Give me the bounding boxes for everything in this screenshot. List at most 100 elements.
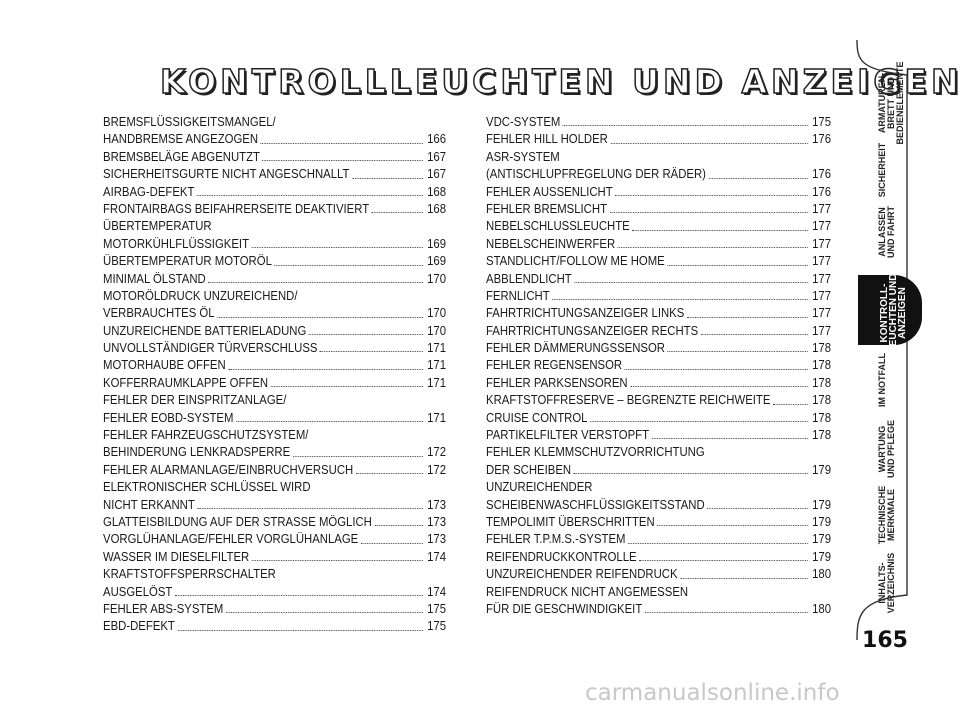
toc-entry[interactable]: FEHLER KLEMMSCHUTZVORRICHTUNG DER SCHEIBE…: [486, 443, 831, 478]
toc-entry-text: DER SCHEIBEN: [486, 461, 572, 477]
toc-entry[interactable]: ELEKTRONISCHER SCHLÜSSEL WIRD NICHT ERKAN…: [103, 478, 446, 513]
toc-entry[interactable]: FEHLER ALARMANLAGE/EINBRUCHVERSUCH 172: [103, 461, 446, 478]
toc-entry[interactable]: KRAFTSTOFFRESERVE – BEGRENZTE REICHWEITE…: [486, 391, 831, 408]
dot-leader: [609, 208, 808, 214]
dot-leader: [308, 330, 423, 336]
toc-entry-text: FEHLER REGENSENSOR: [486, 357, 623, 373]
toc-entry[interactable]: EBD-DEFEKT 175: [103, 617, 446, 634]
toc-entry[interactable]: ÜBERTEMPERATUR MOTORÖL 169: [103, 252, 446, 269]
toc-entry[interactable]: UNZUREICHENDE BATTERIELADUNG 170: [103, 322, 446, 339]
dot-leader: [208, 278, 423, 283]
toc-entry-text: SCHEIBENWASCHFLÜSSIGKEITSSTAND: [486, 496, 705, 512]
dot-leader: [251, 243, 423, 249]
toc-left-column: BREMSFLÜSSIGKEITSMANGEL/HANDBREMSE ANGEZ…: [103, 113, 446, 635]
toc-entry[interactable]: MOTORHAUBE OFFEN 171: [103, 356, 446, 373]
dot-leader: [686, 313, 808, 318]
toc-entry[interactable]: FEHLER DÄMMERUNGSSENSOR 178: [486, 339, 831, 356]
toc-entry[interactable]: VORGLÜHANLAGE/FEHLER VORGLÜHANLAGE 173: [103, 530, 446, 547]
dot-leader: [615, 191, 808, 196]
toc-page-number: 174: [427, 583, 447, 599]
toc-entry[interactable]: FEHLER T.P.M.S.-SYSTEM 179: [486, 530, 831, 547]
dot-leader: [196, 191, 423, 196]
toc-entry-text: AIRBAG-DEFEKT: [103, 183, 195, 199]
toc-entry[interactable]: VDC-SYSTEM 175: [486, 113, 831, 130]
toc-entry[interactable]: FAHRTRICHTUNGSANZEIGER LINKS 177: [486, 304, 831, 321]
toc-entry[interactable]: NEBELSCHLUSSLEUCHTE 177: [486, 217, 831, 234]
toc-entry[interactable]: STANDLICHT/FOLLOW ME HOME 177: [486, 252, 831, 269]
toc-entry[interactable]: CRUISE CONTROL 178: [486, 409, 831, 426]
toc-entry-text: FRONTAIRBAGS BEIFAHRERSEITE DEAKTIVIERT: [103, 200, 370, 216]
toc-entry[interactable]: BREMSBELÄGE ABGENUTZT 167: [103, 148, 446, 165]
dot-leader: [552, 295, 808, 301]
toc-page-number: 180: [812, 600, 832, 616]
toc-entry[interactable]: AIRBAG-DEFEKT 168: [103, 183, 446, 200]
toc-entry-text: SICHERHEITSGURTE NICHT ANGESCHNALLT: [103, 166, 350, 182]
toc-page-number: 176: [812, 131, 832, 147]
dot-leader: [217, 313, 423, 318]
dot-leader: [680, 574, 808, 579]
chapter-tab[interactable]: INHALTS- VERZEICHNIS: [877, 552, 896, 614]
toc-entry[interactable]: ASR-SYSTEM (ANTISCHLUPFREGELUNG DER RÄDER…: [486, 148, 831, 183]
dot-leader: [707, 504, 808, 509]
toc-entry[interactable]: ÜBERTEMPERATUR MOTORKÜHLFLÜSSIGKEIT 169: [103, 217, 446, 252]
toc-page-number: 177: [812, 305, 832, 321]
toc-page-number: 172: [427, 461, 447, 477]
toc-entry[interactable]: MINIMAL ÖLSTAND 170: [103, 270, 446, 287]
chapter-tab[interactable]: ANLASSEN UND FAHRT: [877, 206, 896, 258]
toc-entry[interactable]: FEHLER BREMSLICHT 177: [486, 200, 831, 217]
toc-entry[interactable]: REIFENDRUCK NICHT ANGEMESSEN FÜR DIE GESC…: [486, 583, 831, 618]
toc-entry[interactable]: WASSER IM DIESELFILTER 174: [103, 548, 446, 565]
toc-entry[interactable]: TEMPOLIMIT ÜBERSCHRITTEN 179: [486, 513, 831, 530]
toc-entry-text: VDC-SYSTEM: [486, 113, 561, 129]
dot-leader: [590, 417, 808, 423]
toc-entry[interactable]: KOFFERRAUMKLAPPE OFFEN 171: [103, 374, 446, 391]
toc-entry[interactable]: UNZUREICHENDER REIFENDRUCK 180: [486, 565, 831, 582]
toc-entry[interactable]: REIFENDRUCKKONTROLLE 179: [486, 548, 831, 565]
toc-entry[interactable]: NEBELSCHEINWERFER 177: [486, 235, 831, 252]
toc-entry[interactable]: SICHERHEITSGURTE NICHT ANGESCHNALLT 167: [103, 165, 446, 182]
toc-entry[interactable]: KRAFTSTOFFSPERRSCHALTER AUSGELÖST 174: [103, 565, 446, 600]
toc-entry-text: NEBELSCHEINWERFER: [486, 235, 616, 251]
toc-entry-text: ÜBERTEMPERATUR MOTORÖL: [103, 253, 272, 269]
toc-page-number: 180: [812, 566, 832, 582]
toc-page-number: 179: [812, 548, 832, 564]
toc-entry[interactable]: UNVOLLSTÄNDIGER TÜRVERSCHLUSS 171: [103, 339, 446, 356]
toc-page-number: 174: [427, 548, 447, 564]
toc-entry[interactable]: FAHRTRICHTUNGSANZEIGER RECHTS 177: [486, 322, 831, 339]
toc-entry[interactable]: GLATTEISBILDUNG AUF DER STRASSE MÖGLICH 1…: [103, 513, 446, 530]
toc-page-number: 177: [812, 287, 832, 303]
toc-entry-text: KOFFERRAUMKLAPPE OFFEN: [103, 374, 269, 390]
toc-entry-text: NICHT ERKANNT: [103, 496, 195, 512]
toc-page-number: 167: [427, 148, 447, 164]
toc-entry[interactable]: FEHLER DER EINSPRITZANLAGE/FEHLER EOBD-S…: [103, 391, 446, 426]
dot-leader: [772, 400, 808, 405]
toc-page-number: 178: [812, 374, 832, 390]
dot-leader: [632, 226, 808, 231]
toc-entry[interactable]: PARTIKELFILTER VERSTOPFT 178: [486, 426, 831, 443]
toc-page-number: 177: [812, 200, 832, 216]
toc-entry[interactable]: FEHLER FAHRZEUGSCHUTZSYSTEM/BEHINDERUNG …: [103, 426, 446, 461]
dot-leader: [617, 243, 808, 249]
dot-leader: [355, 469, 423, 475]
toc-entry[interactable]: FEHLER PARKSENSOREN 178: [486, 374, 831, 391]
toc-entry[interactable]: BREMSFLÜSSIGKEITSMANGEL/HANDBREMSE ANGEZ…: [103, 113, 446, 148]
toc-page-number: 166: [427, 131, 447, 147]
dot-leader: [628, 539, 808, 544]
toc-entry[interactable]: MOTORÖLDRUCK UNZUREICHEND/VERBRAUCHTES Ö…: [103, 287, 446, 322]
toc-entry[interactable]: FEHLER REGENSENSOR 178: [486, 356, 831, 373]
dot-leader: [651, 434, 808, 440]
toc-entry[interactable]: FEHLER HILL HOLDER 176: [486, 130, 831, 147]
dot-leader: [374, 521, 423, 527]
dot-leader: [260, 139, 423, 144]
toc-entry[interactable]: FEHLER AUSSENLICHT 176: [486, 183, 831, 200]
toc-entry[interactable]: UNZUREICHENDER SCHEIBENWASCHFLÜSSIGKEITSS…: [486, 478, 831, 513]
dot-leader: [351, 174, 423, 179]
toc-entry[interactable]: FERNLICHT 177: [486, 287, 831, 304]
toc-page-number: 179: [812, 461, 832, 477]
toc-entry[interactable]: ABBLENDLICHT 177: [486, 270, 831, 287]
toc-entry[interactable]: FEHLER ABS-SYSTEM 175: [103, 600, 446, 617]
toc-entry[interactable]: FRONTAIRBAGS BEIFAHRERSEITE DEAKTIVIERT 1…: [103, 200, 446, 217]
toc-page-number: 177: [812, 322, 832, 338]
toc-entry-text: PARTIKELFILTER VERSTOPFT: [486, 427, 650, 443]
toc-entry-text: UNZUREICHENDER: [486, 479, 593, 495]
